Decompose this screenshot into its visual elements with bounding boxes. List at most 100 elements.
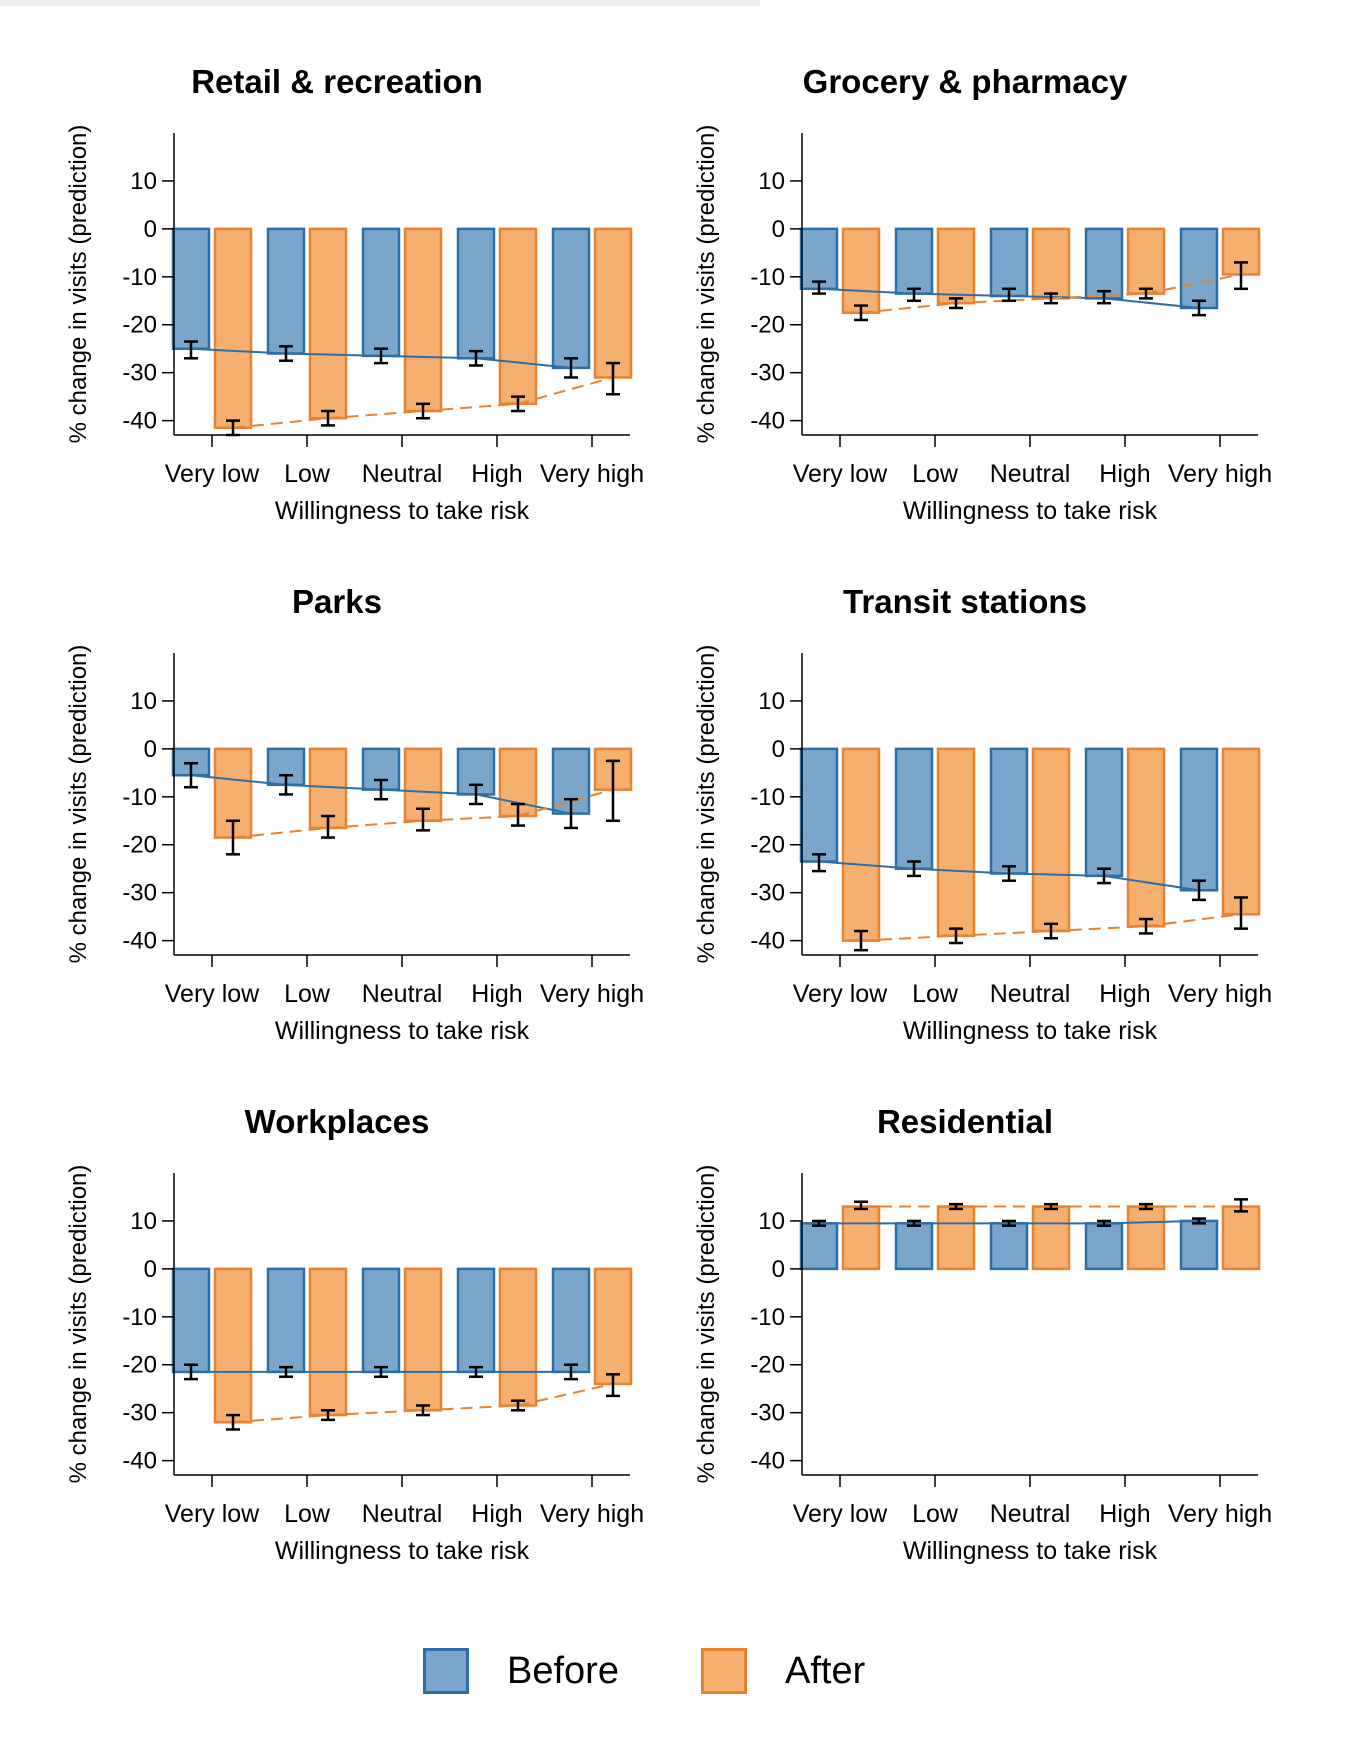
bar-after	[498, 227, 538, 406]
y-tick-label: -30	[122, 360, 157, 387]
y-tick-label: -40	[750, 1448, 785, 1475]
bar-after	[308, 227, 348, 420]
x-tick-label: Very low	[793, 1500, 888, 1528]
panel-workplaces: Workplaces 10 0 -10 -20 -30 -40 Very low Low Neu…	[0, 1040, 674, 1565]
bar-after	[593, 227, 633, 379]
bar-before	[266, 1267, 306, 1374]
bar-before	[1179, 1219, 1219, 1271]
bar-before	[1084, 227, 1124, 300]
x-tick-label: Neutral	[990, 980, 1071, 1008]
chart-svg: 10 0 -10 -20 -30 -40 Very low Low Neutral High Ver…	[693, 1165, 1272, 1565]
x-tick-label: Very high	[1168, 980, 1272, 1008]
x-axis-label: Willingness to take risk	[275, 1537, 530, 1565]
y-tick-label: 0	[772, 1256, 785, 1283]
x-tick-label: Low	[912, 460, 959, 488]
x-tick-label: High	[471, 1500, 522, 1528]
bar-before	[361, 227, 401, 358]
y-tick-label: -30	[750, 1400, 785, 1427]
bar-after	[308, 1267, 348, 1417]
y-axis-label: % change in visits (prediction)	[693, 1165, 720, 1484]
y-tick-label: -40	[122, 1448, 157, 1475]
bar-after	[936, 1205, 976, 1271]
panel-title: Residential	[876, 1103, 1054, 1140]
x-tick-label: Low	[284, 980, 331, 1008]
chart-svg: 10 0 -10 -20 -30 -40 Very low Low Neutral High Ver…	[65, 1165, 644, 1565]
y-tick-label: -20	[122, 1352, 157, 1379]
y-tick-label: -40	[122, 928, 157, 955]
x-tick-label: High	[471, 980, 522, 1008]
y-tick-label: -40	[750, 408, 785, 435]
panel-title: Grocery & pharmacy	[802, 63, 1128, 100]
y-tick-label: 10	[758, 688, 785, 715]
y-axis-label: % change in visits (prediction)	[693, 645, 720, 964]
bar-before	[799, 1222, 839, 1271]
panel-title: Transit stations	[843, 583, 1087, 620]
legend: Before After	[0, 1640, 1348, 1710]
bar-before	[894, 1222, 934, 1271]
y-axis-label: % change in visits (prediction)	[693, 125, 720, 444]
x-axis-label: Willingness to take risk	[275, 497, 530, 525]
y-tick-label: -10	[122, 784, 157, 811]
y-tick-label: 0	[772, 736, 785, 763]
bar-before	[456, 227, 496, 360]
y-tick-label: -20	[750, 312, 785, 339]
y-tick-label: -30	[122, 880, 157, 907]
x-axis-label: Willingness to take risk	[275, 1017, 530, 1045]
bar-after	[1031, 1205, 1071, 1271]
bar-after	[213, 1267, 253, 1424]
legend-swatch-after	[701, 1648, 747, 1694]
y-tick-label: -10	[122, 1304, 157, 1331]
x-tick-label: Neutral	[362, 980, 443, 1008]
x-tick-label: Low	[912, 980, 959, 1008]
legend-item-after: After	[701, 1640, 865, 1702]
panel-title: Parks	[292, 583, 382, 620]
bar-after	[1221, 747, 1261, 916]
bar-before	[989, 1222, 1029, 1271]
x-tick-label: High	[1099, 980, 1150, 1008]
bar-after	[403, 1267, 443, 1412]
y-tick-label: -20	[750, 832, 785, 859]
panel-transit-stations: Transit stations 10 0 -10 -20 -30 -40 Very low…	[628, 520, 1302, 1045]
y-axis-label: % change in visits (prediction)	[65, 125, 92, 444]
panel-title: Retail & recreation	[191, 63, 483, 100]
x-tick-label: Low	[284, 1500, 331, 1528]
y-tick-label: 0	[772, 216, 785, 243]
x-tick-label: Very high	[1168, 1500, 1272, 1528]
y-tick-label: -20	[122, 832, 157, 859]
y-tick-label: -30	[750, 360, 785, 387]
bar-before	[1084, 747, 1124, 878]
y-tick-label: 10	[130, 168, 157, 195]
y-tick-label: -20	[122, 312, 157, 339]
bar-before	[361, 747, 401, 791]
bar-before	[361, 1267, 401, 1374]
bar-before	[456, 1267, 496, 1374]
bar-after	[1126, 227, 1166, 295]
y-tick-label: -40	[750, 928, 785, 955]
bar-after	[841, 1205, 881, 1271]
bar-before	[894, 227, 934, 295]
x-tick-label: Very high	[540, 460, 644, 488]
x-tick-label: Low	[284, 460, 331, 488]
legend-label-before: Before	[507, 1649, 619, 1692]
bar-before	[799, 227, 839, 291]
bar-after	[936, 747, 976, 938]
x-tick-label: Low	[912, 1500, 959, 1528]
x-tick-label: Very high	[540, 980, 644, 1008]
x-tick-label: Very low	[165, 980, 260, 1008]
x-tick-label: Very low	[165, 1500, 260, 1528]
y-tick-label: -30	[122, 1400, 157, 1427]
x-tick-label: High	[471, 460, 522, 488]
bar-after	[498, 1267, 538, 1407]
bar-after	[936, 227, 976, 305]
bar-before	[1179, 747, 1219, 892]
chart-svg: 10 0 -10 -20 -30 -40 Very low Low Neutral High Ver…	[693, 645, 1272, 1045]
x-tick-label: Neutral	[362, 1500, 443, 1528]
bar-before	[1084, 1222, 1124, 1271]
legend-item-before: Before	[423, 1640, 619, 1702]
bar-after	[1031, 227, 1071, 300]
legend-swatch-before	[423, 1648, 469, 1694]
x-tick-label: Very low	[165, 460, 260, 488]
x-tick-label: High	[1099, 460, 1150, 488]
chart-svg: 10 0 -10 -20 -30 -40 Very low Low Neutral High Ver…	[65, 125, 644, 525]
